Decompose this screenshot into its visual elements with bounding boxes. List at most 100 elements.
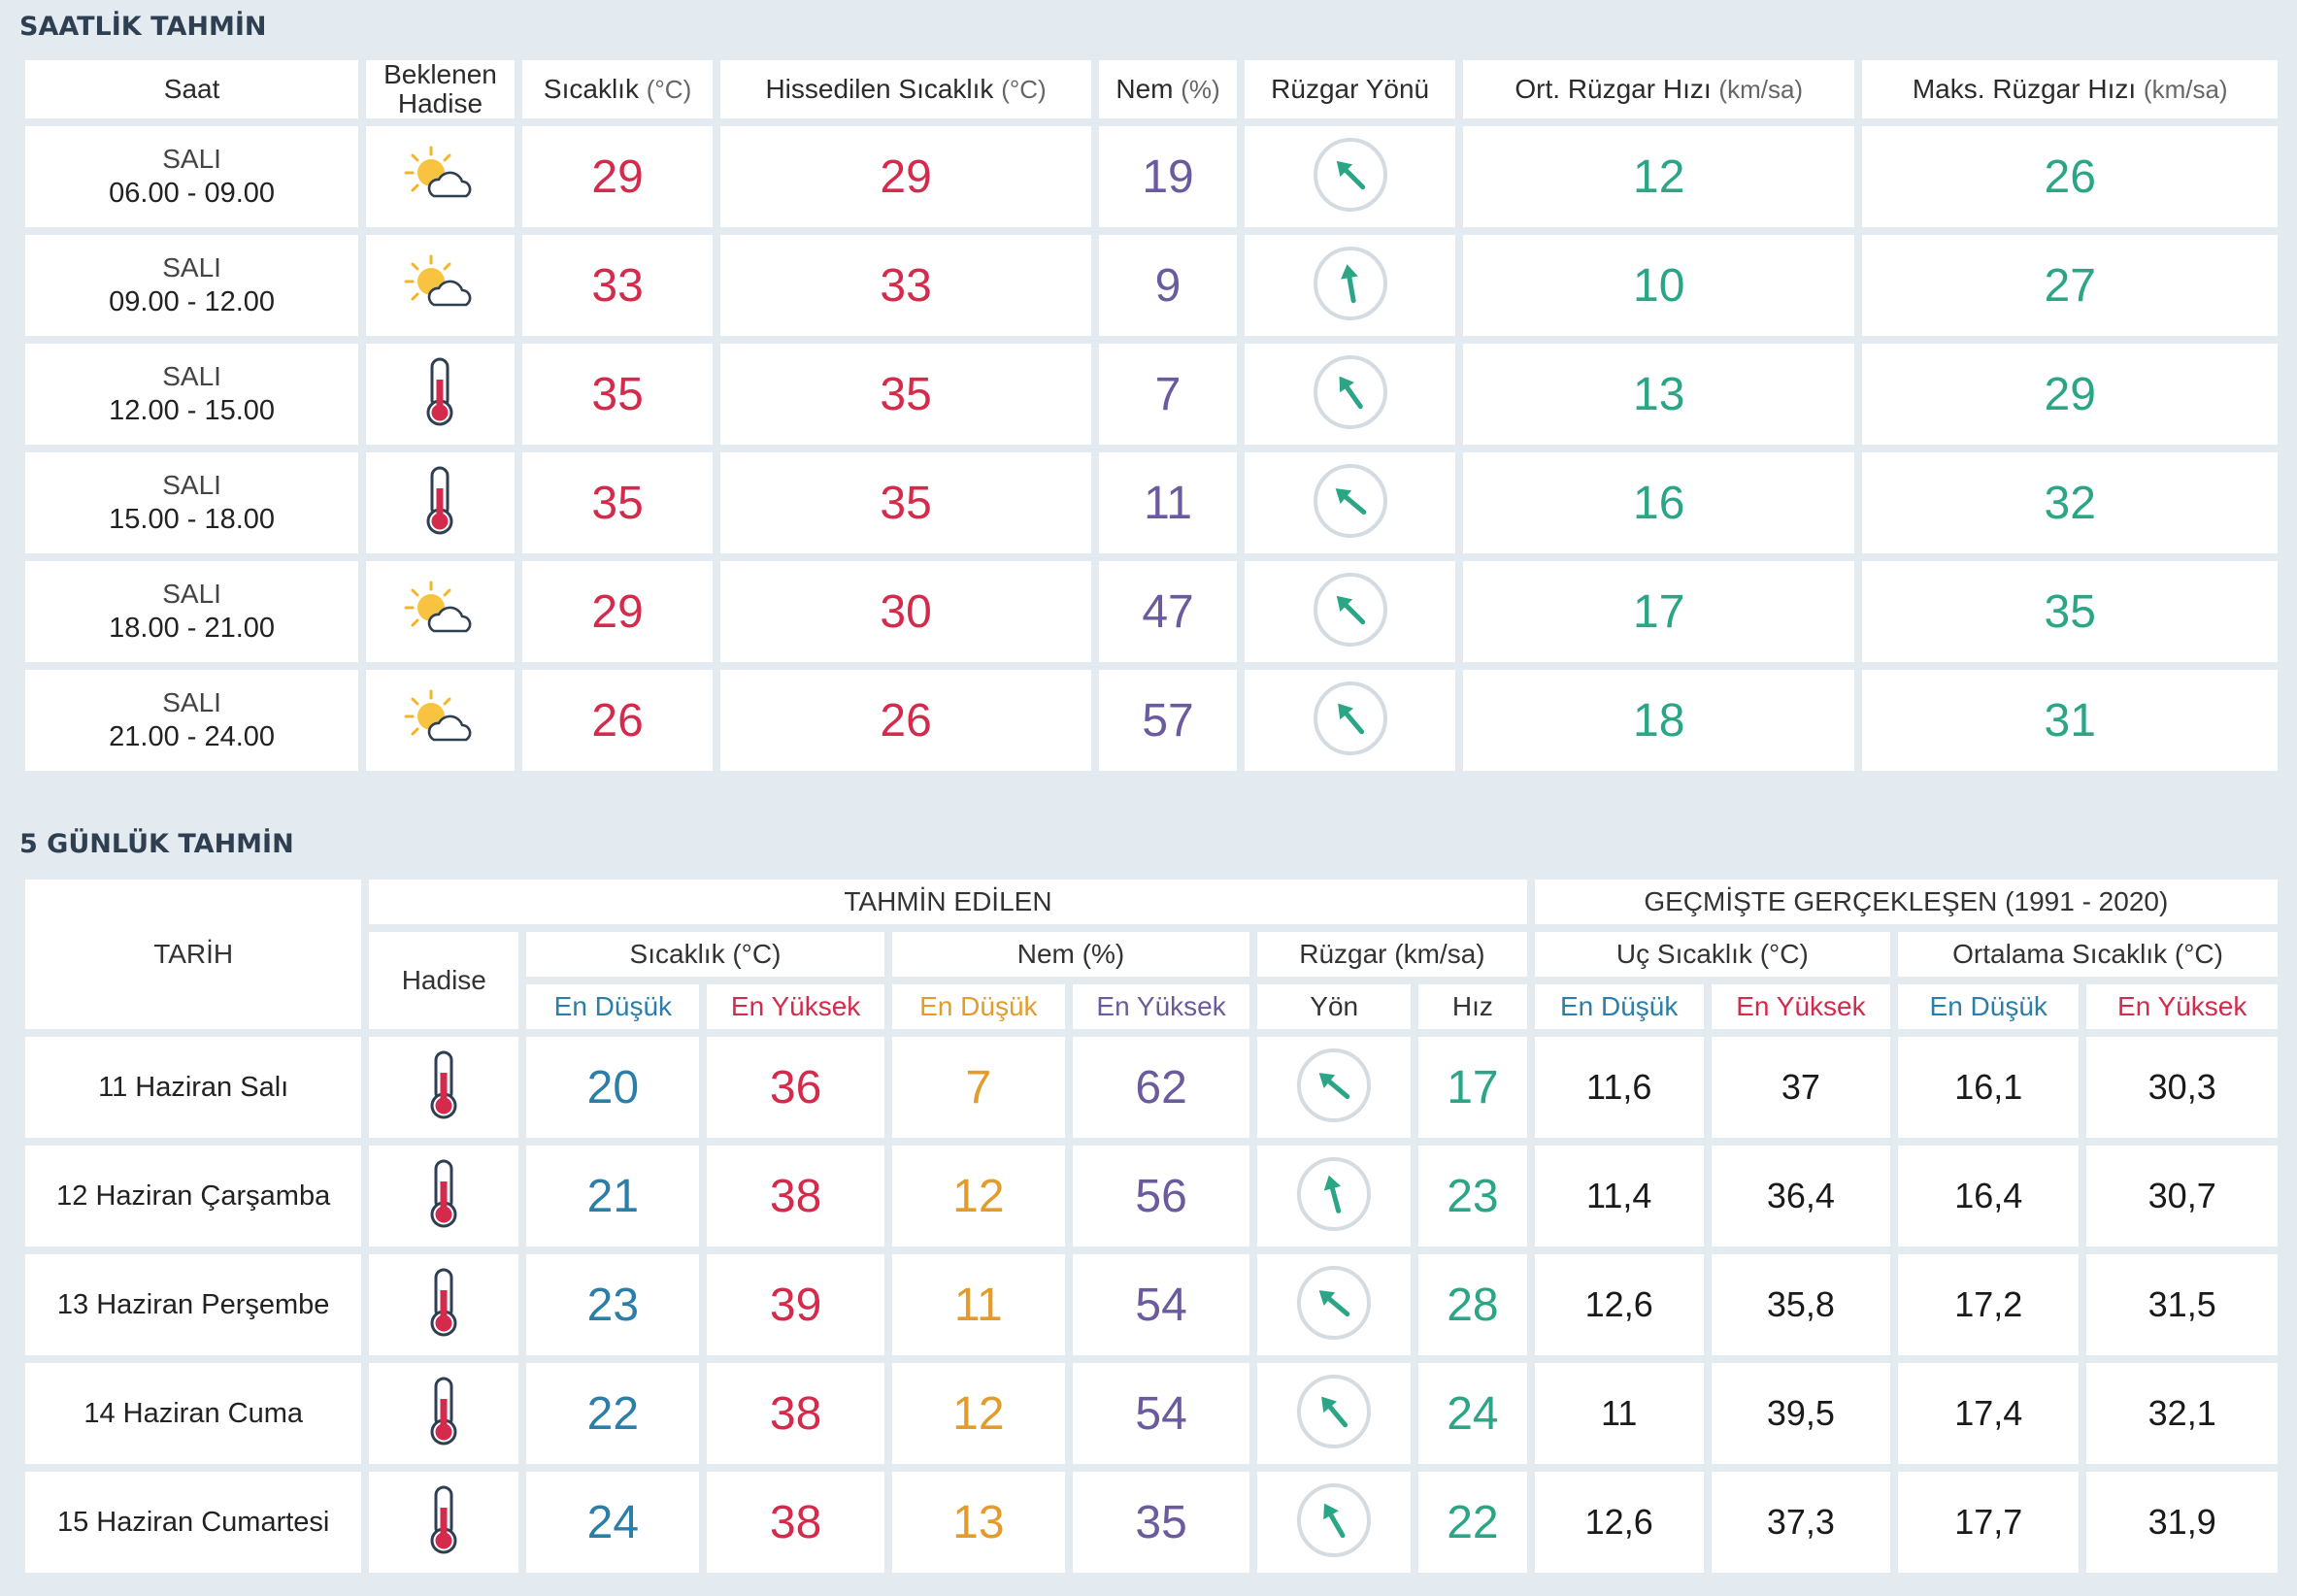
- date-label: 15 Haziran Cumartesi: [56, 1506, 330, 1538]
- cell-sicaklik: 29: [521, 561, 714, 662]
- cell-uc-max: 37,3: [1711, 1472, 1891, 1573]
- cell-hum-max: 56: [1072, 1146, 1250, 1247]
- cell-ort-ruzgar: 12: [1463, 126, 1855, 227]
- cell-temp-min: 23: [526, 1254, 700, 1355]
- cell-hadise: [369, 1254, 519, 1355]
- cell-wind-dir: [1257, 1254, 1412, 1355]
- col-maks-ruzgar-label: Maks. Rüzgar Hızı: [1912, 74, 2137, 104]
- col-sicaklik-label: Sıcaklık: [543, 74, 639, 104]
- date-label: 14 Haziran Cuma: [83, 1397, 303, 1429]
- cell-sicaklik: 26: [521, 670, 714, 771]
- partly-cloudy-icon: [402, 252, 478, 319]
- humidity-value: 11: [1144, 477, 1192, 529]
- cell-hum-min: 12: [891, 1146, 1065, 1247]
- temp-max-value: 36: [769, 1061, 822, 1114]
- partly-cloudy-icon: [402, 579, 478, 646]
- humidity-max-value: 35: [1135, 1496, 1187, 1548]
- cell-tarih: 15 Haziran Cumartesi: [25, 1472, 362, 1573]
- col-gecmiste-gerceklesen: GEÇMİŞTE GERÇEKLEŞEN (1991 - 2020): [1534, 880, 2278, 924]
- humidity-min-value: 11: [953, 1279, 1003, 1331]
- cell-uc-min: 11,4: [1534, 1146, 1704, 1247]
- cell-hum-min: 13: [891, 1472, 1065, 1573]
- cell-ort-ruzgar: 10: [1463, 235, 1855, 336]
- cell-hum-min: 7: [891, 1037, 1065, 1138]
- col-uc-en-yuksek: En Yüksek: [1711, 984, 1891, 1029]
- cell-hissedilen: 26: [720, 670, 1091, 771]
- cell-ort-ruzgar: 17: [1463, 561, 1855, 662]
- temp-min-value: 23: [586, 1279, 640, 1331]
- col-ort-ruzgar-unit: (km/sa): [1718, 75, 1804, 104]
- col-sicaklik: Sıcaklık (°C): [521, 60, 714, 118]
- daily-header-row-1: TARİH TAHMİN EDİLEN GEÇMİŞTE GERÇEKLEŞEN…: [25, 880, 2278, 1029]
- cell-nem: 57: [1098, 670, 1238, 771]
- slot-day: SALI: [162, 361, 221, 391]
- extreme-min-value: 12,6: [1584, 1502, 1653, 1542]
- cell-nem: 47: [1098, 561, 1238, 662]
- max-wind-value: 26: [2044, 150, 2096, 203]
- cell-uc-min: 11,6: [1534, 1037, 1704, 1138]
- cell-nem: 19: [1098, 126, 1238, 227]
- feels-like-value: 35: [880, 477, 932, 529]
- temperature-value: 33: [591, 259, 644, 312]
- cell-wind-speed: 28: [1418, 1254, 1527, 1355]
- cell-hadise: [369, 1472, 519, 1573]
- avg-wind-value: 10: [1633, 259, 1685, 312]
- cell-ort-min: 17,4: [1898, 1363, 2080, 1464]
- partly-cloudy-icon: [402, 687, 478, 754]
- cell-temp-min: 24: [526, 1472, 700, 1573]
- cell-nem: 9: [1098, 235, 1238, 336]
- daily-header-row-3: En Düşük En Yüksek En Düşük En Yüksek Yö…: [25, 984, 2278, 1029]
- col-uc-sicaklik-group: Uç Sıcaklık (°C): [1534, 932, 1891, 977]
- cell-hadise: [369, 1146, 519, 1247]
- cell-sicaklik: 35: [521, 344, 714, 445]
- humidity-max-value: 54: [1135, 1279, 1187, 1331]
- cell-ort-min: 16,4: [1898, 1146, 2080, 1247]
- col-hissedilen-label: Hissedilen Sıcaklık: [765, 74, 994, 104]
- thermometer-icon: [424, 1376, 463, 1452]
- col-nem-en-dusuk: En Düşük: [891, 984, 1065, 1029]
- slot-day: SALI: [162, 252, 221, 283]
- cell-wind-speed: 23: [1418, 1146, 1527, 1247]
- cell-ort-ruzgar: 16: [1463, 452, 1855, 553]
- cell-ort-max: 31,9: [2086, 1472, 2278, 1573]
- cell-wind-speed: 17: [1418, 1037, 1527, 1138]
- humidity-value: 19: [1142, 150, 1194, 203]
- cell-ruzgar-yonu: [1245, 452, 1456, 553]
- cell-hum-min: 12: [891, 1363, 1065, 1464]
- cell-wind-speed: 24: [1418, 1363, 1527, 1464]
- thermometer-icon: [424, 1267, 463, 1344]
- extreme-max-value: 36,4: [1766, 1176, 1835, 1215]
- col-sicaklik-group: Sıcaklık (°C): [526, 932, 884, 977]
- avg-min-value: 17,7: [1954, 1502, 2023, 1542]
- cell-hadise: [366, 126, 515, 227]
- col-ort-ruzgar-label: Ort. Rüzgar Hızı: [1515, 74, 1712, 104]
- col-ruzgar-hiz: Hız: [1418, 984, 1527, 1029]
- cell-wind-dir: [1257, 1037, 1412, 1138]
- cell-wind-dir: [1257, 1472, 1412, 1573]
- cell-temp-max: 38: [707, 1146, 884, 1247]
- thermometer-icon: [424, 1158, 463, 1235]
- cell-ort-max: 30,7: [2086, 1146, 2278, 1247]
- slot-time: 21.00 - 24.00: [109, 721, 276, 752]
- cell-uc-max: 36,4: [1711, 1146, 1891, 1247]
- extreme-max-value: 39,5: [1766, 1393, 1835, 1433]
- temp-max-value: 38: [769, 1170, 822, 1222]
- time-slot: SALI 12.00 - 15.00: [25, 360, 358, 428]
- cell-tarih: 12 Haziran Çarşamba: [25, 1146, 362, 1247]
- col-uc-en-dusuk: En Düşük: [1534, 984, 1704, 1029]
- thermometer-icon: [424, 1484, 463, 1561]
- cell-hum-max: 54: [1072, 1254, 1250, 1355]
- cell-ort-ruzgar: 13: [1463, 344, 1855, 445]
- thermometer-icon: [420, 356, 459, 433]
- extreme-min-value: 12,6: [1584, 1284, 1653, 1324]
- col-hadise: Hadise: [369, 932, 519, 1029]
- slot-day: SALI: [162, 579, 221, 609]
- hourly-forecast-table: Saat Beklenen Hadise Sıcaklık (°C) Hisse…: [17, 52, 2285, 779]
- cell-hum-min: 11: [891, 1254, 1065, 1355]
- hourly-header-row: Saat Beklenen Hadise Sıcaklık (°C) Hisse…: [25, 60, 2278, 118]
- cell-uc-min: 12,6: [1534, 1472, 1704, 1573]
- cell-sicaklik: 35: [521, 452, 714, 553]
- wind-speed-value: 23: [1447, 1170, 1499, 1222]
- cell-uc-max: 35,8: [1711, 1254, 1891, 1355]
- feels-like-value: 30: [880, 585, 932, 638]
